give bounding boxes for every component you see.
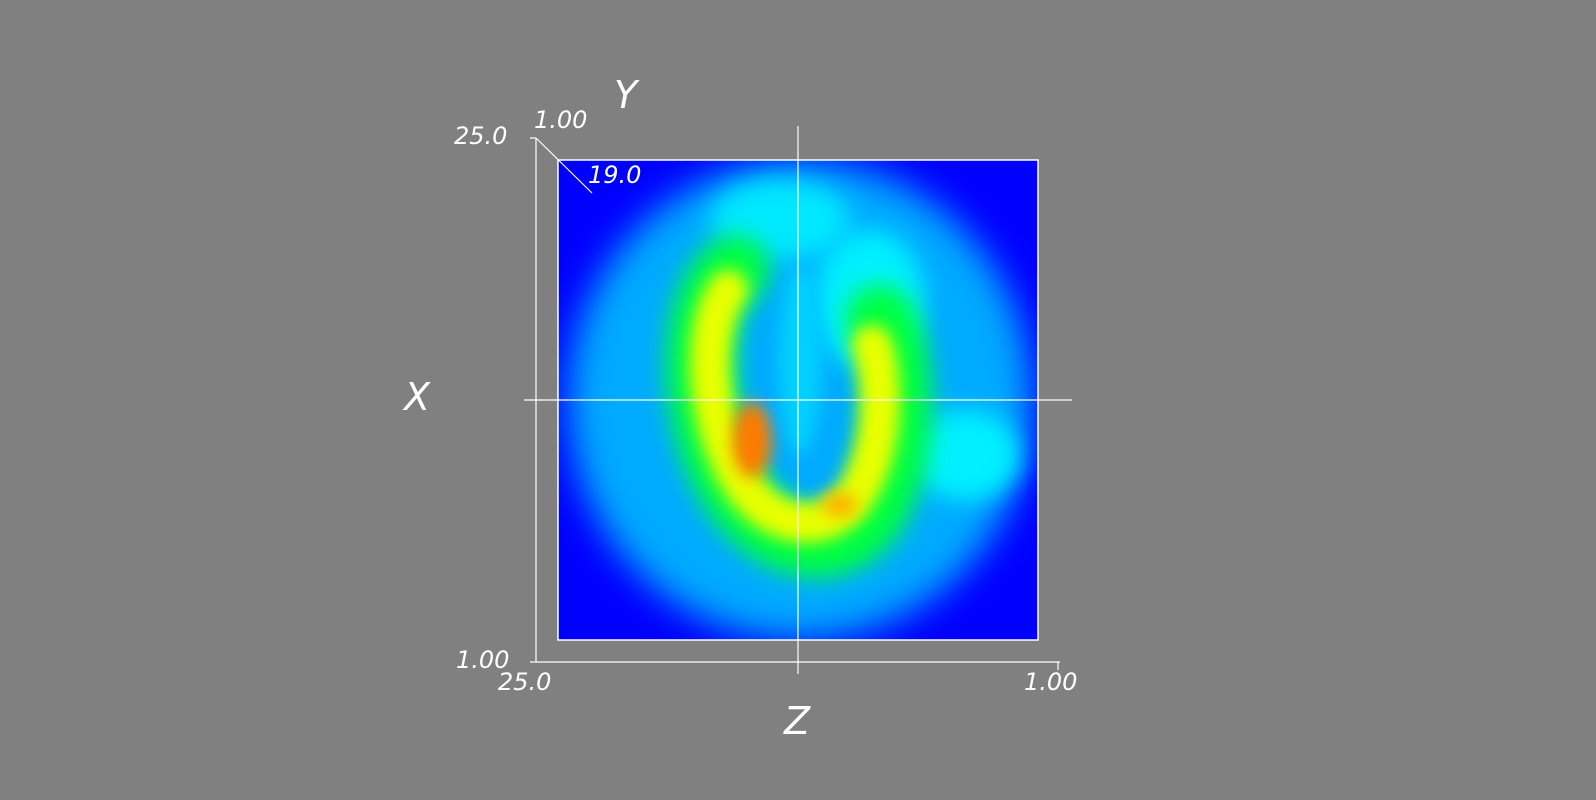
z-tick-left: 25.0	[498, 668, 551, 696]
z-axis-title: Z	[783, 699, 811, 743]
inner-channel	[778, 265, 822, 455]
depth-axis-line	[535, 137, 593, 194]
orange-hot-spot-bottom	[822, 493, 858, 517]
y-tick-min: 19.0	[588, 161, 641, 189]
vertical-tick-top: 25.0	[454, 122, 507, 150]
z-tick-right: 1.00	[1024, 668, 1077, 696]
vertical-tick-bottom: 1.00	[456, 646, 509, 674]
y-tick-max: 1.00	[534, 106, 587, 134]
yellow-u-core	[690, 270, 901, 543]
x-axis-title: X	[402, 375, 431, 419]
y-axis-title: Y	[614, 73, 640, 117]
right-cyan-lobe	[910, 410, 1020, 500]
orange-hot-spot-left	[732, 402, 772, 478]
